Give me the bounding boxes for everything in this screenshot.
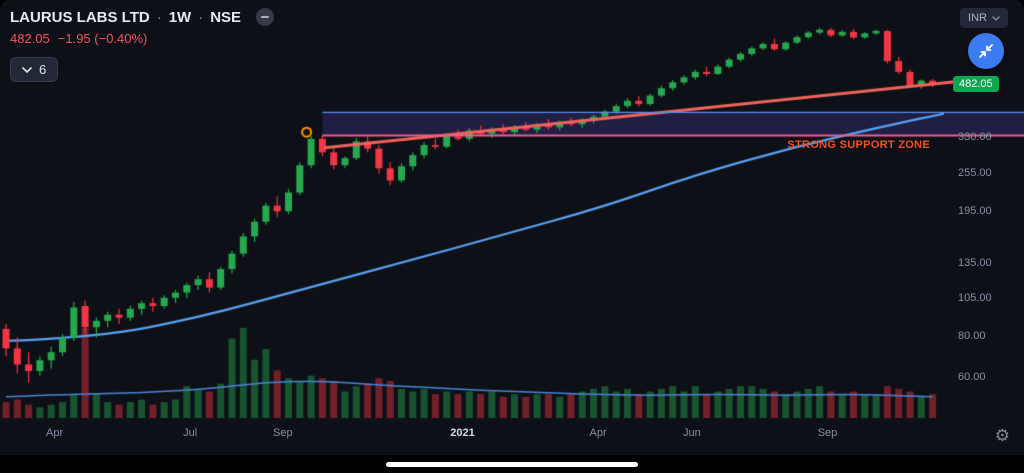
time-tick-label: 2021 xyxy=(450,427,475,439)
settings-gear-button[interactable]: ⚙ xyxy=(989,425,1016,447)
home-indicator[interactable] xyxy=(386,462,638,467)
price-row: 482.05 −1.95 (−0.40%) xyxy=(10,31,274,46)
price-tick-label: 330.00 xyxy=(958,131,992,143)
symbol-title[interactable]: LAURUS LABS LTD xyxy=(10,8,150,26)
price-tick-label: 135.00 xyxy=(958,256,992,269)
chevron-down-icon xyxy=(992,15,1000,21)
separator-dot: · xyxy=(156,8,162,26)
time-tick-label: Jun xyxy=(683,427,701,439)
time-tick-label: Apr xyxy=(46,427,64,439)
indicator-count: 6 xyxy=(39,62,47,77)
price-tick-label: 105.00 xyxy=(958,292,992,305)
exchange-label: NSE xyxy=(210,8,242,26)
time-tick-label: Apr xyxy=(589,427,607,439)
price-chart-canvas[interactable] xyxy=(0,0,1024,455)
dash-icon xyxy=(261,16,270,18)
price-change-text: −1.95 (−0.40%) xyxy=(57,31,148,46)
interval-label[interactable]: 1W xyxy=(168,8,192,26)
collapse-arrows-icon xyxy=(976,41,996,61)
gear-icon: ⚙ xyxy=(994,426,1010,445)
time-tick-label: Sep xyxy=(817,427,838,439)
time-tick-label: Sep xyxy=(273,427,293,439)
last-price-badge: 482.05 xyxy=(953,75,999,92)
last-price-text: 482.05 xyxy=(10,31,50,46)
indicators-collapse-button[interactable]: 6 xyxy=(10,57,59,82)
price-tick-label: 80.00 xyxy=(958,330,986,343)
bottom-system-strip xyxy=(0,455,1024,473)
price-tick-label: 255.00 xyxy=(958,167,992,180)
currency-badge[interactable]: INR xyxy=(960,8,1008,28)
time-axis[interactable]: Apr Jul Sep 2021 Apr Jun Sep xyxy=(0,427,1024,445)
support-zone-label[interactable]: STRONG SUPPORT ZONE xyxy=(787,139,930,151)
more-options-button[interactable] xyxy=(256,8,275,26)
chart-header: LAURUS LABS LTD · 1W · NSE 482.05 −1.95 … xyxy=(10,8,275,82)
price-tick-label: 60.00 xyxy=(958,370,986,383)
price-axis[interactable]: 330.00 255.00 195.00 135.00 105.00 80.00 60.00 xyxy=(958,0,1024,455)
price-tick-label: 195.00 xyxy=(958,205,992,218)
symbol-row: LAURUS LABS LTD · 1W · NSE xyxy=(10,8,275,26)
chevron-down-icon xyxy=(22,66,32,73)
time-tick-label: Jul xyxy=(183,427,198,439)
currency-label: INR xyxy=(968,12,987,24)
collapse-fullscreen-button[interactable] xyxy=(968,33,1004,69)
separator-dot: · xyxy=(198,8,204,26)
